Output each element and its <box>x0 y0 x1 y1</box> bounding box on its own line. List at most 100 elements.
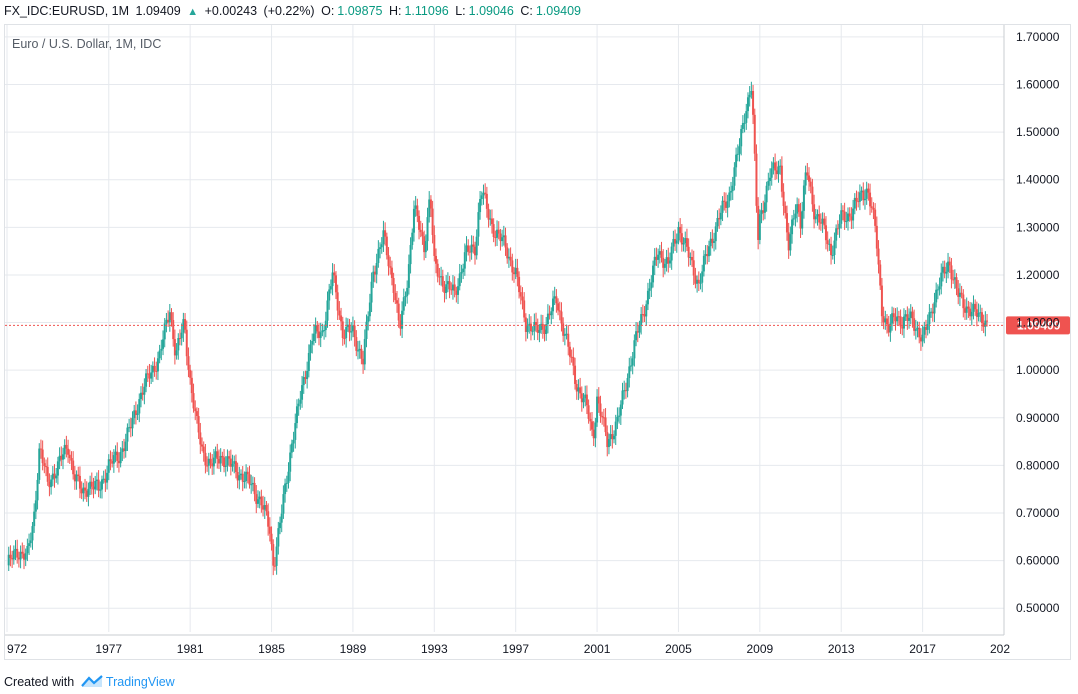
candle-body <box>585 394 588 406</box>
tradingview-brand[interactable]: TradingView <box>105 675 175 689</box>
candle-body <box>879 264 882 286</box>
candle-body <box>153 365 156 372</box>
candle-body <box>14 548 17 551</box>
candle-body <box>97 479 100 491</box>
candle-body <box>368 302 371 317</box>
y-tick-label: 1.40000 <box>1016 173 1060 187</box>
candle-body <box>675 240 678 244</box>
candle-body <box>572 356 575 366</box>
candle-body <box>602 417 605 419</box>
candle-body <box>107 459 110 473</box>
candle-body <box>769 177 772 181</box>
candle-body <box>485 193 488 209</box>
candle-body <box>263 505 266 510</box>
candle-body <box>802 185 805 211</box>
candle-body <box>836 228 839 230</box>
candle-body <box>604 417 607 433</box>
candle-body <box>497 229 500 234</box>
candle-body <box>714 226 717 242</box>
candle-body <box>831 255 834 257</box>
candle-body <box>195 411 198 417</box>
candle-body <box>467 245 470 252</box>
candle-body <box>499 233 502 242</box>
candle-body <box>24 553 27 560</box>
candle-body <box>231 463 234 467</box>
candle-body <box>396 300 399 304</box>
candle-body <box>80 488 83 494</box>
candle-body <box>848 213 851 217</box>
chart-title: Euro / U.S. Dollar, 1M, IDC <box>12 37 161 51</box>
candle-body <box>250 484 253 486</box>
change-value: +0.00243 <box>204 4 258 18</box>
candle-body <box>45 466 48 468</box>
candle-body <box>273 565 276 567</box>
candle-body <box>925 326 928 330</box>
candle-body <box>357 350 360 352</box>
candle-body <box>955 277 958 289</box>
candle-body <box>43 463 46 467</box>
tradingview-logo-icon[interactable] <box>80 674 103 688</box>
candle-body <box>658 251 661 255</box>
candle-body <box>446 281 449 285</box>
candle-body <box>514 267 517 275</box>
candle-body <box>916 327 919 330</box>
candle-body <box>158 350 161 359</box>
candle-body <box>785 213 788 233</box>
candle-body <box>100 479 103 490</box>
candle-body <box>490 218 493 225</box>
candle-body <box>709 238 712 247</box>
candle-body <box>111 461 114 464</box>
y-tick-label: 1.30000 <box>1016 220 1060 234</box>
y-tick-label: 1.00000 <box>1016 363 1060 377</box>
candle-body <box>691 256 694 261</box>
y-tick-label: 1.50000 <box>1016 125 1060 139</box>
candle-body <box>624 390 627 392</box>
candle-body <box>333 272 336 276</box>
candle-body <box>780 165 783 192</box>
candle-body <box>151 365 154 373</box>
candle-body <box>633 340 636 359</box>
footer: Created with TradingView <box>4 672 175 692</box>
candle-body <box>428 199 431 218</box>
candle-body <box>389 266 392 268</box>
y-tick-label: 0.90000 <box>1016 411 1060 425</box>
candle-body <box>701 271 704 283</box>
candle-body <box>626 378 629 392</box>
candle-body <box>489 218 492 220</box>
candle-body <box>229 458 232 467</box>
x-tick-label: 972 <box>7 642 27 656</box>
candle-body <box>897 316 900 318</box>
candle-body <box>487 208 490 220</box>
candle-body <box>723 200 726 202</box>
candle-body <box>668 260 671 264</box>
candle-body <box>635 331 638 341</box>
candle-body <box>178 338 181 340</box>
candle-body <box>84 487 87 491</box>
candle-body <box>60 455 63 460</box>
candle-body <box>379 247 382 249</box>
candle-body <box>479 198 482 213</box>
candle-body <box>223 457 226 467</box>
candle-body <box>577 387 580 392</box>
candle-body <box>767 180 770 186</box>
candle-body <box>141 392 144 395</box>
candle-body <box>607 439 610 448</box>
candle-body <box>353 325 356 338</box>
candle-body <box>964 308 967 313</box>
candle-body <box>51 473 54 480</box>
candle-body <box>433 234 436 256</box>
candle-body <box>863 198 866 201</box>
candle-body <box>509 256 512 261</box>
candle-body <box>256 499 259 504</box>
candle-body <box>830 243 833 256</box>
symbol-label[interactable]: FX_IDC:EURUSD, 1M <box>4 4 130 18</box>
open-label: O: <box>321 4 335 18</box>
candle-body <box>496 229 499 238</box>
candle-body <box>580 393 583 403</box>
candle-body <box>401 310 404 329</box>
candle-body <box>824 225 827 241</box>
candle-body <box>7 554 10 566</box>
candle-body <box>221 455 224 458</box>
candle-body <box>748 94 751 98</box>
